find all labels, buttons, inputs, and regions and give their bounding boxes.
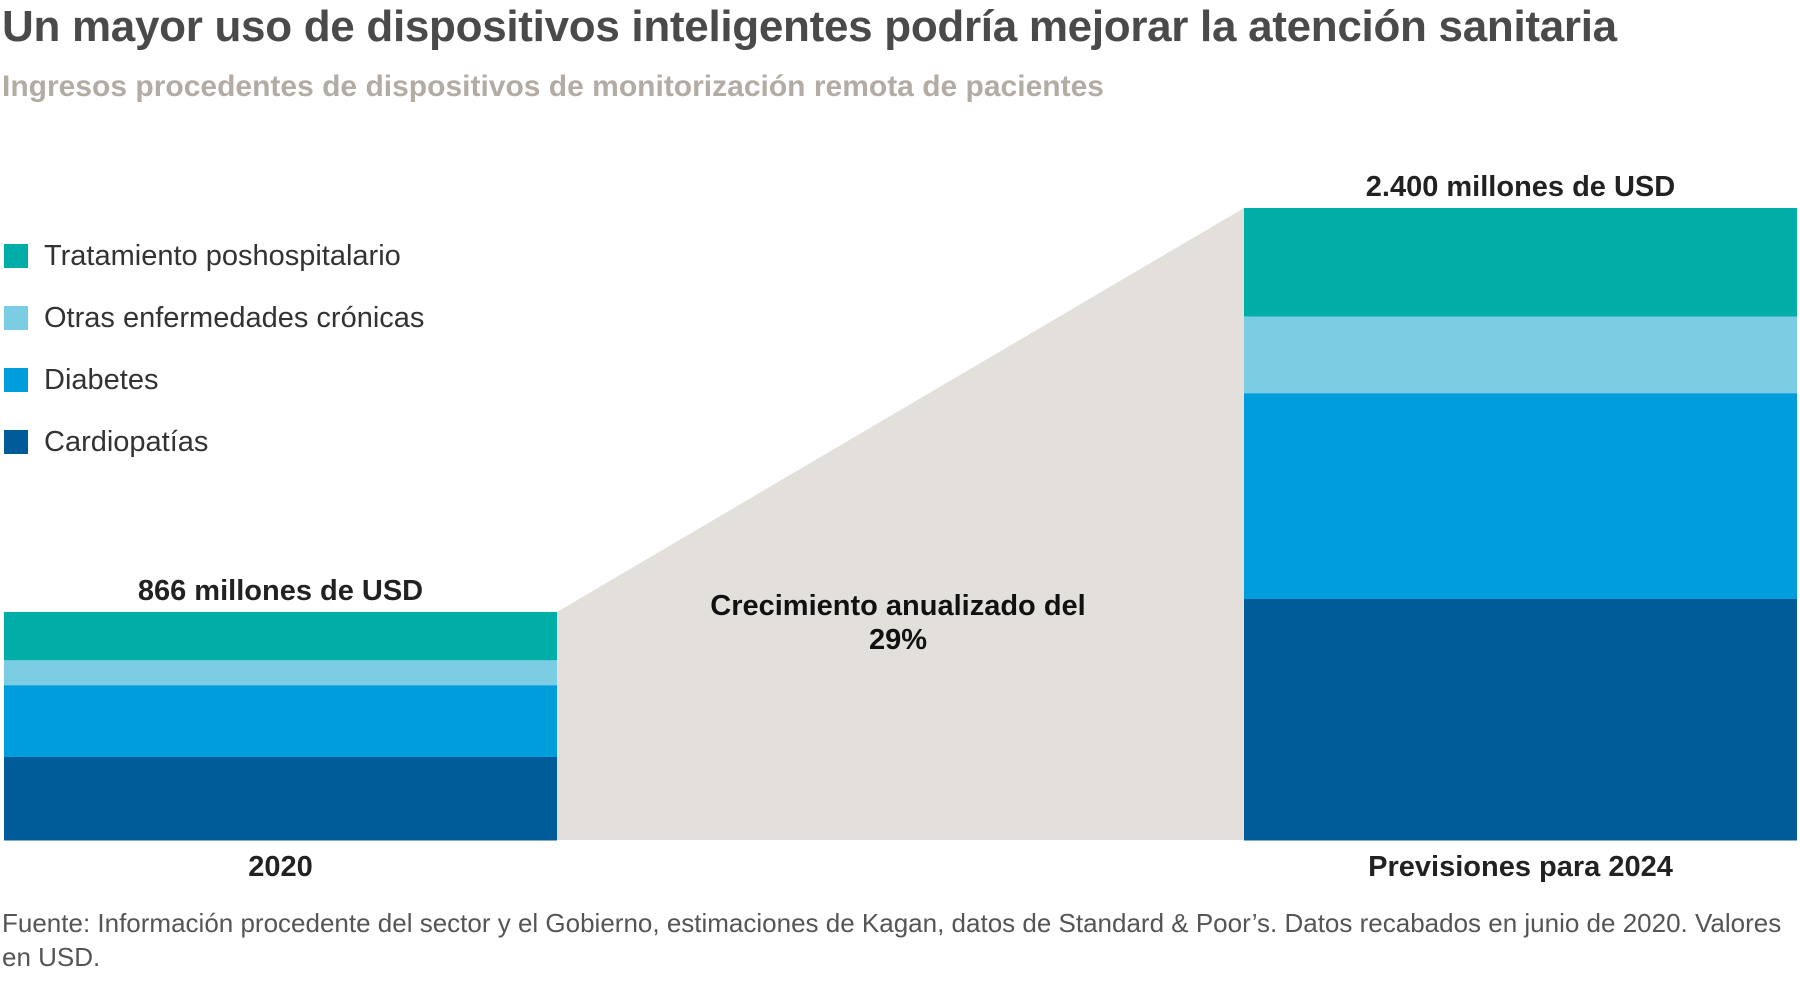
bar-segment-0-2 [4,659,557,686]
bars-layer [4,208,1797,841]
total-label-0: 866 millones de USD [138,575,423,607]
legend-label: Diabetes [44,363,159,396]
legend-label: Tratamiento poshospitalario [44,239,401,272]
bar-segment-1-0 [1244,598,1797,841]
bar-segment-0-3 [4,611,557,661]
bar-segment-1-2 [1244,315,1797,394]
bar-segment-1-1 [1244,392,1797,600]
chart-title: Un mayor uso de dispositivos inteligente… [2,2,1617,51]
bar-segment-1-3 [1244,208,1797,317]
legend-swatch [4,306,28,330]
total-label-1: 2.400 millones de USD [1366,171,1675,203]
legend-item: Otras enfermedades crónicas [4,287,424,349]
labels-layer: 866 millones de USD 2020 2.400 millones de… [138,171,1675,883]
legend-label: Cardiopatías [44,425,209,458]
legend-swatch [4,368,28,392]
stacked-bar-chart: 866 millones de USD 2020 2.400 millones de… [4,171,1797,883]
legend-item: Cardiopatías [4,411,424,473]
legend-item: Tratamiento poshospitalario [4,225,424,287]
category-label-1: Previsiones para 2024 [1368,851,1673,883]
legend-swatch [4,430,28,454]
legend-label: Otras enfermedades crónicas [44,301,425,334]
growth-connector [557,208,1244,840]
source-note: Fuente: Información procedente del secto… [2,908,1782,972]
growth-connector-layer [557,208,1244,840]
chart-subtitle: Ingresos procedentes de dispositivos de … [2,70,1104,103]
growth-annotation: Crecimiento anualizado del 29% [710,590,1085,656]
bar-segment-0-1 [4,684,557,758]
legend-swatch [4,244,28,268]
bar-segment-0-0 [4,756,557,841]
category-label-0: 2020 [248,851,313,883]
legend: Tratamiento poshospitalario Otras enferme… [4,225,424,473]
legend-item: Diabetes [4,349,424,411]
